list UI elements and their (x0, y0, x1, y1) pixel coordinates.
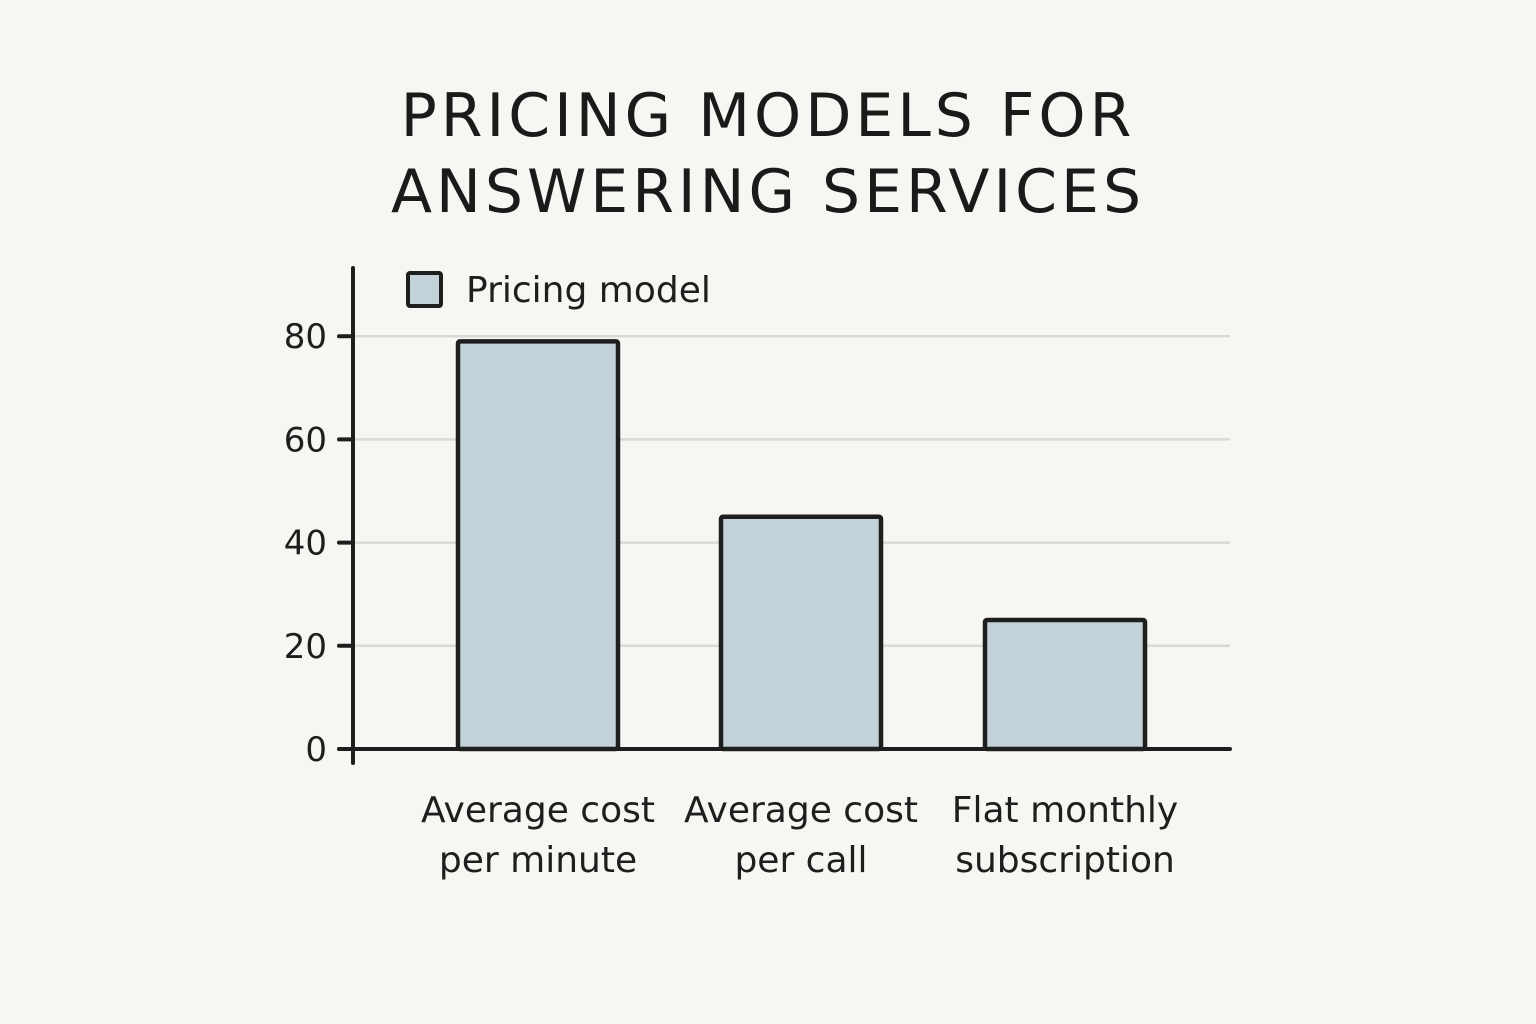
legend-swatch (406, 271, 443, 308)
category-label-3-line-1: Flat monthly (952, 790, 1178, 831)
y-tick-label-20: 20 (284, 627, 327, 667)
category-label-1-line-2: per minute (439, 840, 637, 881)
bar-2 (718, 514, 884, 752)
category-label-2: Average cost per call (684, 790, 918, 881)
y-tick-label-60: 60 (284, 420, 327, 460)
legend-label: Pricing model (466, 270, 711, 311)
bar-3 (982, 617, 1148, 752)
axes (337, 266, 1232, 765)
y-tick-label-40: 40 (284, 524, 327, 564)
chart-title-line-1: Pricing models for (400, 81, 1136, 151)
category-label-2-line-1: Average cost (684, 790, 918, 831)
category-label-2-line-2: per call (734, 840, 867, 881)
category-label-3-line-2: subscription (955, 840, 1175, 881)
chart-title: Pricing models for answering services (0, 78, 1536, 230)
category-label-3: Flat monthly subscription (952, 790, 1178, 881)
chart-title-line-2: answering services (390, 157, 1146, 227)
bars (455, 339, 1148, 752)
y-tick-label-80: 80 (284, 317, 327, 357)
legend: Pricing model (406, 270, 711, 311)
category-label-1: Average cost per minute (421, 790, 655, 881)
bar-1 (455, 339, 621, 752)
y-tick-label-0: 0 (305, 730, 327, 770)
category-label-1-line-1: Average cost (421, 790, 655, 831)
